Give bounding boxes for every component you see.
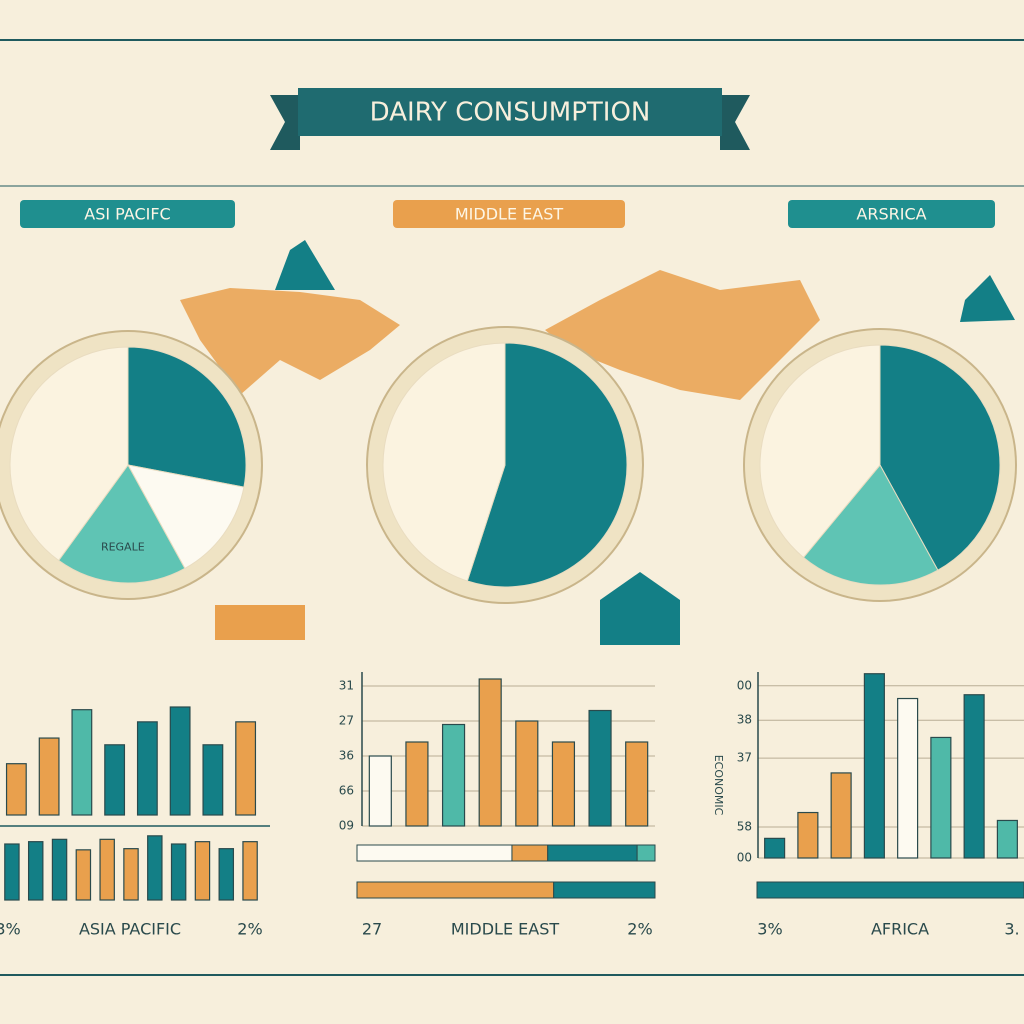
bar: [963, 694, 985, 859]
stack-segment: [356, 844, 513, 862]
y-tick-label: 31: [339, 679, 354, 693]
bar: [104, 744, 126, 816]
footer-label: 3.: [1004, 920, 1019, 939]
region-pill: [393, 200, 625, 228]
y-tick-label: 38: [737, 713, 752, 727]
bar: [478, 678, 502, 827]
pie-slice: [879, 344, 1001, 571]
bar: [4, 843, 20, 901]
bar: [5, 763, 27, 816]
bar: [218, 848, 235, 901]
region-pill: [788, 200, 995, 228]
y-tick-label: 37: [737, 751, 752, 765]
truck-illustration: [215, 605, 305, 640]
region-title: ASI PACIFC: [84, 205, 170, 224]
mountain-illustration: [275, 240, 335, 290]
bar: [588, 709, 612, 827]
region-pill: [20, 200, 235, 228]
map-illustration: [545, 270, 820, 400]
bar: [797, 811, 819, 859]
axis-label: ECONOMIC: [712, 755, 725, 816]
stack-segment: [553, 881, 656, 899]
main-title: DAIRY CONSUMPTION: [370, 98, 651, 128]
stack-segment: [356, 881, 555, 899]
bar: [202, 744, 224, 816]
stack-segment: [756, 881, 1024, 899]
bar: [405, 741, 429, 827]
y-tick-label: 00: [737, 678, 752, 692]
map-illustration: [180, 288, 400, 395]
bar: [170, 843, 187, 901]
y-tick-label: 58: [737, 820, 752, 834]
pie-slice: [759, 344, 881, 559]
bar: [147, 835, 163, 901]
bar: [897, 697, 919, 859]
mountain-illustration: [960, 275, 1015, 322]
bar: [136, 721, 158, 816]
y-tick-label: 27: [339, 714, 354, 728]
pie-slice: [9, 346, 129, 562]
bar: [51, 838, 68, 901]
bar: [764, 837, 786, 859]
bar: [27, 841, 44, 901]
pie-slice: [802, 464, 939, 586]
bar: [71, 709, 93, 816]
bar: [38, 737, 60, 816]
bar: [830, 772, 852, 859]
pie-slice: [466, 342, 628, 588]
pie-slice: [382, 342, 506, 582]
stack-segment: [547, 844, 638, 862]
bar: [169, 706, 191, 816]
bar: [123, 848, 139, 901]
bar: [242, 841, 258, 901]
bar: [441, 723, 466, 827]
bar: [515, 720, 539, 827]
footer-label: 2%: [627, 920, 652, 939]
stack-segment: [636, 844, 656, 862]
bar: [863, 673, 885, 859]
pie-slice: [127, 464, 245, 570]
pie-slice: [57, 464, 186, 584]
y-tick-label: 66: [339, 784, 354, 798]
slice-label: REGALE: [101, 540, 145, 553]
bar: [996, 819, 1018, 859]
y-tick-label: 00: [737, 851, 752, 865]
bar: [235, 721, 257, 816]
bar: [99, 838, 115, 901]
footer-label: 27: [362, 920, 382, 939]
bar: [75, 849, 92, 901]
bar: [551, 741, 576, 827]
bar: [194, 841, 211, 901]
house-illustration: [600, 572, 680, 645]
footer-label: 3%: [757, 920, 782, 939]
stack-segment: [511, 844, 549, 862]
y-tick-label: 09: [339, 819, 354, 833]
footer-label: 2%: [237, 920, 262, 939]
footer-label: AFRICA: [871, 920, 929, 939]
region-title: ARSRICA: [856, 205, 926, 224]
footer-label: 3%: [0, 920, 21, 939]
footer-label: MIDDLE EAST: [451, 920, 559, 939]
footer-label: ASIA PACIFIC: [79, 920, 181, 939]
banner: [298, 88, 722, 136]
bar: [625, 741, 649, 827]
bar: [368, 755, 392, 827]
y-tick-label: 36: [339, 749, 354, 763]
bar: [930, 736, 952, 859]
region-title: MIDDLE EAST: [455, 205, 563, 224]
pie-slice: [127, 346, 247, 488]
